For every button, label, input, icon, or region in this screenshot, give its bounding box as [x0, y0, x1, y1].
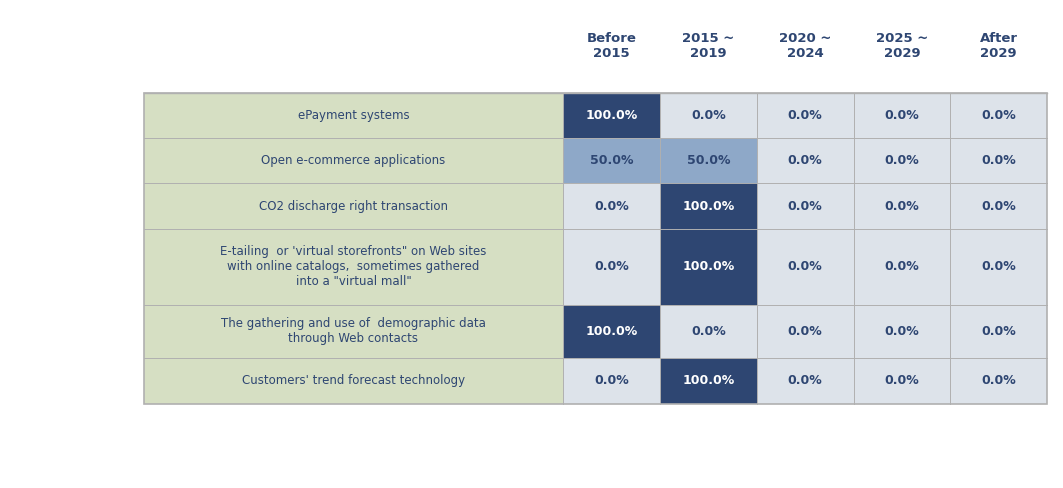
- Bar: [757, 358, 854, 404]
- Bar: [144, 183, 563, 229]
- Bar: [854, 229, 950, 305]
- Bar: [563, 358, 660, 404]
- Bar: [660, 358, 757, 404]
- Bar: [854, 138, 950, 183]
- Text: CO2 discharge right transaction: CO2 discharge right transaction: [259, 200, 448, 213]
- Bar: [854, 305, 950, 358]
- Text: 2025 ~
2029: 2025 ~ 2029: [876, 32, 928, 61]
- Bar: [144, 229, 563, 305]
- Bar: [854, 183, 950, 229]
- Text: 50.0%: 50.0%: [687, 154, 730, 167]
- Bar: [144, 138, 563, 183]
- Text: Before
2015: Before 2015: [587, 32, 637, 61]
- Text: 0.0%: 0.0%: [884, 154, 919, 167]
- Text: Customers' trend forecast technology: Customers' trend forecast technology: [242, 374, 465, 387]
- Bar: [563, 183, 660, 229]
- Text: 0.0%: 0.0%: [884, 374, 919, 387]
- Text: 0.0%: 0.0%: [981, 154, 1016, 167]
- Text: 0.0%: 0.0%: [788, 154, 823, 167]
- Text: 2015 ~
2019: 2015 ~ 2019: [682, 32, 735, 61]
- Text: 50.0%: 50.0%: [590, 154, 634, 167]
- Bar: [563, 93, 660, 138]
- Bar: [144, 305, 563, 358]
- Bar: [950, 138, 1047, 183]
- Bar: [950, 183, 1047, 229]
- Text: 0.0%: 0.0%: [788, 200, 823, 213]
- Text: 0.0%: 0.0%: [981, 200, 1016, 213]
- Bar: [757, 93, 854, 138]
- Bar: [144, 358, 563, 404]
- Text: 0.0%: 0.0%: [594, 374, 629, 387]
- Bar: [660, 183, 757, 229]
- Text: 0.0%: 0.0%: [981, 325, 1016, 338]
- Bar: [144, 93, 1047, 404]
- Text: 0.0%: 0.0%: [981, 374, 1016, 387]
- Text: 0.0%: 0.0%: [594, 200, 629, 213]
- Text: 100.0%: 100.0%: [682, 260, 735, 273]
- Text: 0.0%: 0.0%: [884, 260, 919, 273]
- Text: 0.0%: 0.0%: [594, 260, 629, 273]
- Text: 0.0%: 0.0%: [884, 109, 919, 122]
- Text: 2020 ~
2024: 2020 ~ 2024: [779, 32, 831, 61]
- Text: 100.0%: 100.0%: [682, 374, 735, 387]
- Text: E-tailing  or 'virtual storefronts" on Web sites
with online catalogs,  sometime: E-tailing or 'virtual storefronts" on We…: [220, 245, 487, 288]
- Text: 0.0%: 0.0%: [788, 260, 823, 273]
- Bar: [854, 93, 950, 138]
- Text: 0.0%: 0.0%: [691, 325, 726, 338]
- Bar: [757, 183, 854, 229]
- Text: 0.0%: 0.0%: [981, 109, 1016, 122]
- Bar: [950, 93, 1047, 138]
- Bar: [144, 93, 563, 138]
- Text: 100.0%: 100.0%: [586, 109, 638, 122]
- Text: 0.0%: 0.0%: [884, 200, 919, 213]
- Text: 0.0%: 0.0%: [981, 260, 1016, 273]
- Text: 100.0%: 100.0%: [586, 325, 638, 338]
- Text: 0.0%: 0.0%: [884, 325, 919, 338]
- Text: The gathering and use of  demographic data
through Web contacts: The gathering and use of demographic dat…: [221, 317, 486, 346]
- Bar: [950, 229, 1047, 305]
- Text: 0.0%: 0.0%: [788, 109, 823, 122]
- Bar: [660, 229, 757, 305]
- Bar: [660, 138, 757, 183]
- Text: 0.0%: 0.0%: [788, 325, 823, 338]
- Bar: [854, 358, 950, 404]
- Bar: [950, 305, 1047, 358]
- Text: 100.0%: 100.0%: [682, 200, 735, 213]
- Text: ePayment systems: ePayment systems: [298, 109, 409, 122]
- Text: 0.0%: 0.0%: [691, 109, 726, 122]
- Text: Open e-commerce applications: Open e-commerce applications: [261, 154, 445, 167]
- Bar: [563, 138, 660, 183]
- Text: After
2029: After 2029: [980, 32, 1017, 61]
- Bar: [563, 229, 660, 305]
- Bar: [757, 229, 854, 305]
- Text: 0.0%: 0.0%: [788, 374, 823, 387]
- Bar: [757, 138, 854, 183]
- Bar: [950, 358, 1047, 404]
- Bar: [660, 305, 757, 358]
- Bar: [563, 305, 660, 358]
- Bar: [757, 305, 854, 358]
- Bar: [660, 93, 757, 138]
